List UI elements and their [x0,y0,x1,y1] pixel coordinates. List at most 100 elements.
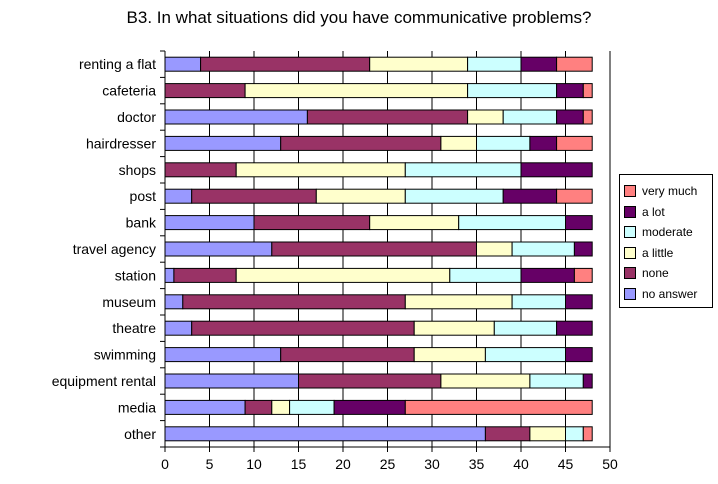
bar-segment-moderate [529,373,584,389]
chart-title: B3. In what situations did you have comm… [126,8,592,27]
bar-segment-moderate [511,241,575,257]
bar-segment-a-lot [565,347,593,363]
bar-segment-no-answer [164,241,273,257]
legend-item: very much [624,183,697,199]
category-label: hairdresser [86,135,156,151]
category-label: other [124,426,156,442]
bar-segment-none [200,56,371,72]
bar-segment-moderate [289,399,335,415]
bar-segment-none [191,320,415,336]
bar-segment-a-lot [556,83,584,99]
legend-label: none [642,266,669,280]
bar-segment-moderate [565,426,584,442]
legend-label: a little [642,245,674,260]
bar-segment-a-lot [565,294,593,310]
legend-swatch [624,226,636,238]
legend: very much a lot moderate a little none no ans… [619,174,713,308]
x-tick-label: 15 [291,456,307,472]
bar-segment-no-answer [164,373,299,389]
legend-item: no answer [624,286,697,302]
bar-segment-moderate [467,56,522,72]
bar-segment-a-lot [333,399,406,415]
bar-segment-none [173,267,237,283]
category-label: cafeteria [102,83,156,99]
bar-segment-none [244,399,273,415]
category-label: station [115,267,156,283]
bar-segment-very-much [582,426,593,442]
bar-segment-a-lot [556,320,593,336]
bar-segment-no-answer [164,135,282,151]
bar-segment-very-much [404,399,593,415]
bar-segment-moderate [511,294,566,310]
legend-label: a lot [642,204,665,219]
bar-segment-a-little [369,56,469,72]
bar-segment-none [164,162,237,178]
bar-segment-a-lot [529,135,558,151]
bar-segment-no-answer [164,267,175,283]
category-label: theatre [112,320,156,336]
bar-segment-very-much [573,267,593,283]
category-label: travel agency [73,241,156,257]
legend-item: a lot [624,204,665,220]
bars [164,56,593,442]
bar-segment-no-answer [164,320,193,336]
bar-segment-a-lot [520,162,593,178]
bar-segment-a-little [440,373,531,389]
bar-segment-none [191,188,317,204]
category-label: media [118,399,156,415]
bar-segment-a-little [467,109,504,125]
bar-segment-a-lot [520,267,575,283]
bar-segment-very-much [556,56,593,72]
bar-segment-moderate [467,83,558,99]
bar-segment-moderate [404,188,504,204]
bar-segment-no-answer [164,426,486,442]
bar-segment-a-lot [565,215,593,231]
bar-segment-moderate [449,267,522,283]
bar-segment-very-much [582,83,593,99]
x-tick-label: 20 [335,456,351,472]
x-tick-label: 0 [161,456,169,472]
labels: 0 5 10 15 20 25 30 35 40 45 50 renting a flat cafete… [52,56,618,472]
x-tick-label: 45 [558,456,574,472]
category-label: shops [119,162,156,178]
bar-segment-none [298,373,442,389]
legend-item: none [624,265,669,281]
legend-label: moderate [642,225,693,239]
bar-segment-very-much [556,188,593,204]
legend-swatch [624,185,636,197]
bar-segment-no-answer [164,347,282,363]
bar-segment-a-little [369,215,460,231]
bar-segment-a-little [404,294,513,310]
legend-item: moderate [624,224,693,240]
legend-label: very much [642,184,698,198]
category-label: bank [126,215,157,231]
x-tick-label: 5 [206,456,214,472]
bar-segment-none [182,294,406,310]
bar-segment-moderate [476,135,531,151]
x-tick-label: 35 [469,456,485,472]
bar-segment-none [280,347,415,363]
category-label: doctor [117,109,156,125]
x-tick-label: 50 [602,456,618,472]
bar-segment-a-little [235,267,451,283]
bar-segment-a-little [476,241,513,257]
bar-segment-a-lot [582,373,593,389]
bar-segment-no-answer [164,399,246,415]
legend-label: no answer [642,286,698,301]
bar-segment-no-answer [164,56,202,72]
bar-segment-no-answer [164,109,308,125]
bar-segment-moderate [484,347,566,363]
bar-segment-none [280,135,442,151]
legend-swatch [624,267,636,279]
bar-segment-moderate [493,320,558,336]
bar-segment-a-little [315,188,406,204]
legend-item: a little [624,245,673,261]
bar-segment-none [306,109,469,125]
bar-segment-no-answer [164,215,255,231]
bar-segment-none [271,241,477,257]
bar-segment-none [253,215,371,231]
x-tick-label: 25 [380,456,396,472]
bar-segment-none [164,83,246,99]
bar-segment-a-lot [573,241,593,257]
